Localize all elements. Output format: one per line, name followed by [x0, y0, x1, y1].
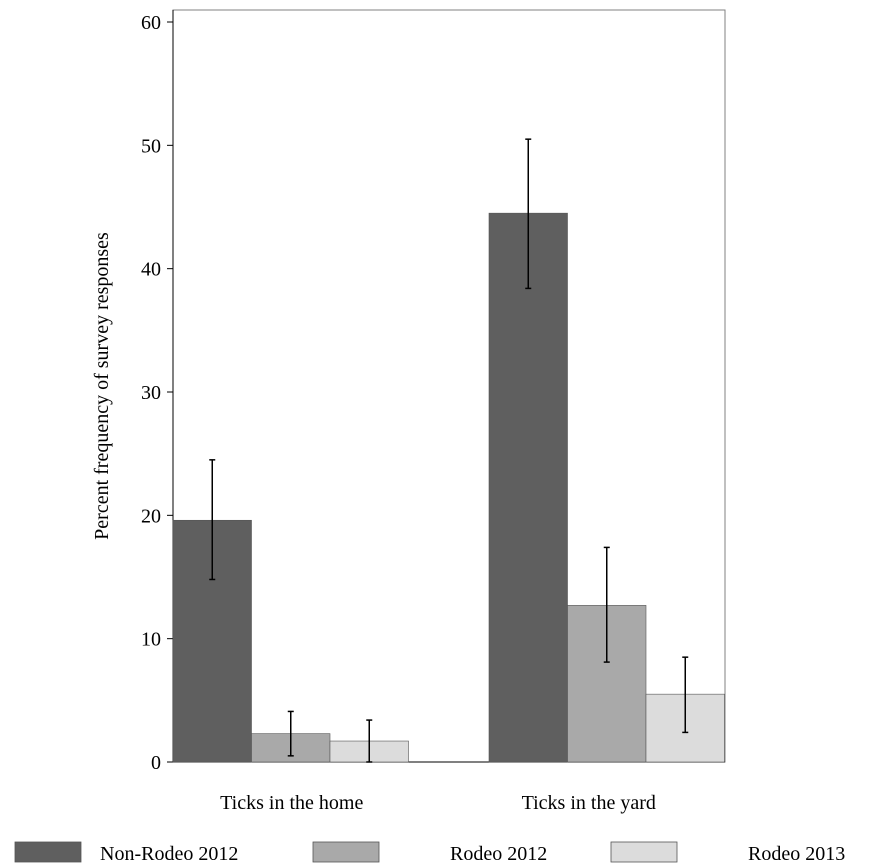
y-axis-ticks: 0 10 20 30 40 50 60 [141, 12, 173, 774]
y-tick-label: 60 [141, 12, 161, 34]
bars-group [172, 212, 725, 763]
legend-swatch [14, 841, 82, 863]
category-label: Ticks in the yard [522, 792, 656, 814]
legend-swatch [610, 841, 678, 863]
y-tick-label: 50 [141, 135, 161, 157]
y-axis-title: Percent frequency of survey responses [91, 232, 113, 540]
y-tick-label: 10 [141, 629, 161, 651]
error-bars-group [209, 138, 689, 763]
y-tick-label: 30 [141, 382, 161, 404]
legend: Non-Rodeo 2012 Rodeo 2012 Rodeo 2013 [14, 841, 845, 864]
legend-swatch [312, 841, 380, 863]
y-tick-label: 40 [141, 259, 161, 281]
legend-label: Non-Rodeo 2012 [100, 843, 238, 864]
legend-label: Rodeo 2013 [748, 843, 845, 864]
bar-0-1 [488, 212, 568, 763]
category-label: Ticks in the home [220, 792, 363, 814]
legend-label: Rodeo 2012 [450, 843, 547, 864]
y-tick-label: 0 [151, 752, 161, 774]
y-tick-label: 20 [141, 505, 161, 527]
category-labels: Ticks in the home Ticks in the yard [220, 792, 656, 814]
